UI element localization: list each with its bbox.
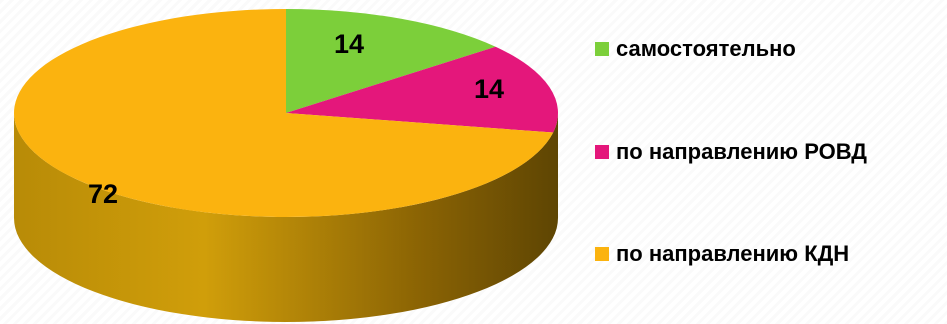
legend-swatch-1	[595, 145, 609, 159]
legend-label-2: по направлению КДН	[616, 241, 849, 266]
pie-slice-1	[286, 46, 559, 133]
pie-side-wall	[14, 113, 558, 322]
pie-top	[14, 9, 559, 217]
data-label-0: 14	[334, 29, 364, 59]
pie-slice-0	[286, 9, 496, 113]
pie-wall-slice-2	[14, 113, 558, 322]
data-labels: 14 14 72	[88, 29, 504, 209]
legend: самостоятельно по направлению РОВД по напр…	[595, 36, 867, 266]
data-label-2: 72	[88, 179, 118, 209]
pie-slice-2	[14, 9, 554, 217]
legend-swatch-0	[595, 42, 609, 56]
legend-label-1: по направлению РОВД	[616, 139, 867, 164]
legend-label-0: самостоятельно	[616, 36, 796, 61]
legend-swatch-2	[595, 247, 609, 261]
data-label-1: 14	[474, 74, 504, 104]
